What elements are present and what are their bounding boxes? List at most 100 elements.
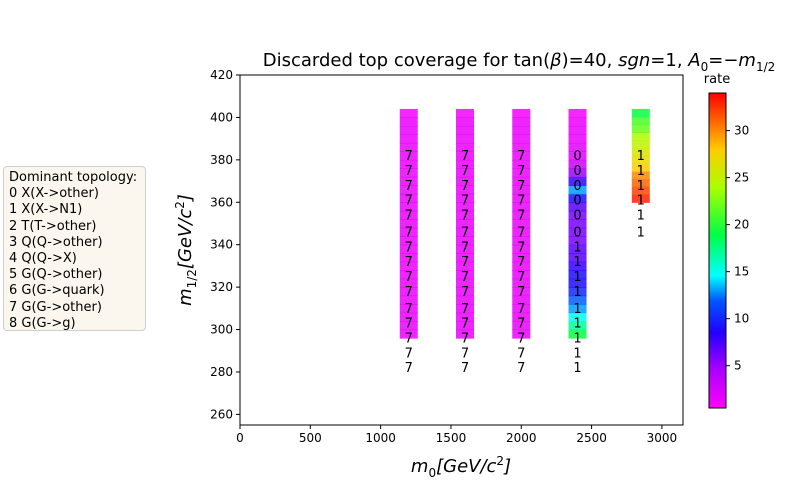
cell-label: 7 [405,149,413,164]
heatmap-cell [512,108,531,119]
x-axis-ticks: 0 500 1000 1500 2000 2500 3000 [236,425,677,445]
heatmap-cell [399,312,418,322]
heatmap-cell [631,186,650,196]
cell-label: 7 [405,164,413,179]
heatmap-cell [512,117,531,127]
cell-label: 1 [637,164,645,179]
title-mid2: =1, [650,50,688,71]
heatmap-cell [568,193,587,203]
heatmap-cell [568,278,587,288]
heatmap-cell [568,168,587,178]
title-a-sub: 0 [701,60,709,74]
heatmap-cell [456,287,475,297]
heatmap-cell [568,253,587,263]
cell-label: 7 [517,270,525,285]
heatmap-cell [399,202,418,212]
heatmap-cell [631,163,650,172]
heatmap-cell [631,132,650,141]
heatmap-cell [456,168,475,178]
heatmap-cell [456,108,475,119]
heatmap-cell [512,219,531,229]
heatmap-cell [456,151,475,161]
legend-item: 8 G(G->g) [9,315,76,331]
title-mid3: =− [708,50,738,71]
heatmap-cell [456,159,475,169]
heatmap-cell [631,124,650,133]
heatmap-cell [456,236,475,246]
cell-label: 1 [573,240,581,255]
cell-label: 1 [637,209,645,224]
cell-label: 7 [461,270,469,285]
heatmap-cell [512,321,531,331]
cell-label: 7 [461,332,469,347]
cell-label: 1 [573,285,581,300]
cell-label: 7 [517,346,525,361]
heatmap-cell [512,134,531,144]
cell-label: 7 [405,270,413,285]
cell-label: 7 [405,361,413,376]
heatmap-cell [399,117,418,127]
heatmap-cell [399,253,418,263]
heatmap-cell [512,185,531,195]
x-tick-label: 500 [299,431,322,445]
heatmap-cell [568,295,587,305]
cell-label: 7 [461,346,469,361]
heatmap-cell [568,219,587,229]
cell-label: 7 [517,240,525,255]
heatmap-cell [568,321,587,331]
heatmap-cell [568,312,587,322]
heatmap-cell [568,134,587,144]
heatmap-cell [399,261,418,271]
title-sgn: sgn [618,50,650,71]
heatmap-cell [512,236,531,246]
x-axis-label: m0[GeV/c2] [411,454,511,480]
heatmap-cell [456,312,475,322]
heatmap-cell [399,227,418,237]
heatmap-cell [512,151,531,161]
cell-label: 0 [573,194,581,209]
heatmap-cell [399,304,418,314]
cell-label: 7 [517,209,525,224]
legend-item: 7 G(G->other) [9,299,102,315]
heatmap-cell [568,142,587,152]
cell-label: 1 [573,317,581,332]
heatmap-cell [568,304,587,314]
cell-label: 1 [573,255,581,270]
heatmap-cell [399,176,418,186]
heatmap-cell [631,194,650,203]
legend-item: 0 X(X->other) [9,186,99,202]
heatmap-cell [512,168,531,178]
cell-label: 7 [461,164,469,179]
cell-label: 7 [517,179,525,194]
cell-label: 1 [573,302,581,317]
cell-label: 7 [517,149,525,164]
heatmap-cell [512,142,531,152]
heatmap-cell [399,278,418,288]
heatmap-cell [456,329,475,339]
topology-labels: 7777777777777777777777777777777777777777… [405,149,645,376]
cell-label: 7 [517,194,525,209]
cell-label: 7 [461,179,469,194]
colorbar-tick-label: 10 [734,312,749,326]
cell-label: 7 [517,255,525,270]
cell-label: 7 [405,225,413,240]
cell-label: 0 [573,225,581,240]
heatmap-cell [568,185,587,195]
heatmap-cell [456,142,475,152]
cell-label: 7 [405,332,413,347]
heatmap-cell [456,202,475,212]
heatmap-cell [456,176,475,186]
cell-label: 7 [405,346,413,361]
heatmap-cell [399,185,418,195]
heatmap-cell [631,147,650,157]
colorbar-tick-label: 15 [734,265,749,279]
cell-label: 7 [517,317,525,332]
legend-item: 2 T(T->other) [9,218,97,234]
heatmap-cell [399,151,418,161]
y-tick-label: 380 [210,153,233,167]
heatmap-cell [631,178,650,188]
heatmap-cell [399,321,418,331]
legend-item: 5 G(Q->other) [9,267,103,283]
heatmap-cell [512,227,531,237]
heatmap-cell [631,155,650,164]
